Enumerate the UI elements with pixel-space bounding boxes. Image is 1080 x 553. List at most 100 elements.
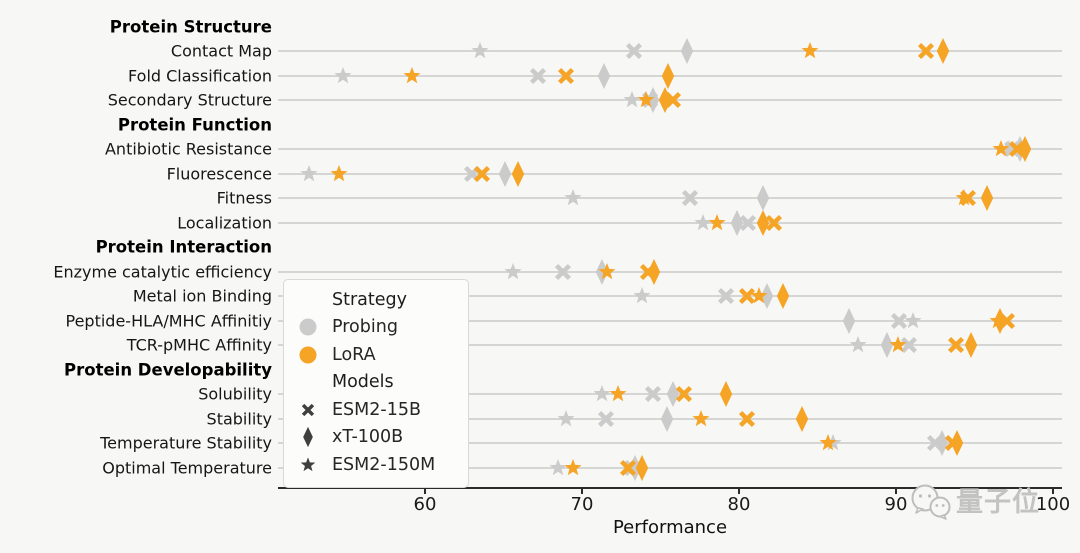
legend-item-xt-100b: xT-100B xyxy=(284,424,468,452)
x-tick-mark xyxy=(424,489,426,494)
xt-100b-probing-point-fold-classification xyxy=(597,62,611,89)
esm2-150m-lora-point-antibiotic-resistance xyxy=(992,140,1010,157)
esm2-150m-lora-point-optimal-temperature xyxy=(564,458,582,475)
star-marker-icon xyxy=(284,454,332,476)
esm2-15b-lora-point-fluorescence xyxy=(473,165,490,182)
x-axis-spine xyxy=(278,487,1062,489)
esm2-15b-probing-point-metal-ion-binding xyxy=(718,287,735,305)
category-label-secondary-structure: Secondary Structure xyxy=(107,90,272,110)
xt-100b-lora-point-enzyme-catalytic-efficiency xyxy=(648,258,661,285)
row-gridline xyxy=(278,466,1062,469)
esm2-150m-probing-point-contact-map xyxy=(471,42,489,59)
category-label-enzyme-catalytic-efficiency: Enzyme catalytic efficiency xyxy=(53,262,272,281)
category-label-fluorescence: Fluorescence xyxy=(166,164,272,183)
xt-100b-lora-point-tcr-pmhc-affinity xyxy=(965,332,978,358)
row-gridline xyxy=(278,442,1062,444)
esm2-15b-probing-point-solubility xyxy=(644,385,661,403)
x-axis-title: Performance xyxy=(612,517,728,538)
xt-100b-lora-point-fluorescence xyxy=(511,160,524,187)
xt-100b-probing-point-metal-ion-binding xyxy=(761,283,774,309)
group-header-protein-structure: Protein Structure xyxy=(109,17,272,36)
group-header-protein-function: Protein Function xyxy=(117,115,272,134)
xt-100b-lora-point-secondary-structure xyxy=(659,87,672,113)
esm2-150m-probing-point-peptide-hla-mhc-affinitiy xyxy=(904,311,922,328)
esm2-15b-probing-point-stability xyxy=(597,410,614,427)
legend-probing-label: Probing xyxy=(332,317,398,338)
legend-item-esm2-150m: ESM2-150M xyxy=(284,451,468,479)
esm2-15b-probing-point-fitness xyxy=(682,189,699,207)
xt-100b-lora-point-stability xyxy=(795,405,808,432)
wechat-icon xyxy=(911,484,951,520)
category-label-fold-classification: Fold Classification xyxy=(128,66,272,85)
esm2-150m-probing-point-antibiotic-resistance xyxy=(1000,140,1018,157)
esm2-150m-probing-point-fluorescence xyxy=(300,164,318,181)
chart-legend: Strategy Probing LoRA Models ESM2-15B xyxy=(283,279,469,488)
esm2-150m-probing-point-optimal-temperature xyxy=(549,458,567,475)
probing-color-swatch-icon xyxy=(284,316,332,338)
xt-100b-lora-point-solubility xyxy=(720,381,733,407)
diamond-marker-icon xyxy=(284,424,332,450)
esm2-150m-lora-point-peptide-hla-mhc-affinitiy xyxy=(989,311,1007,328)
xt-100b-probing-point-contact-map xyxy=(680,38,694,64)
x-tick-label-80: 80 xyxy=(727,494,751,515)
category-label-optimal-temperature: Optimal Temperature xyxy=(102,458,272,477)
legend-item-lora: LoRA xyxy=(284,341,468,369)
row-gridline xyxy=(278,270,1062,273)
esm2-15b-lora-point-metal-ion-binding xyxy=(738,287,755,305)
xt-100b-lora-point-fold-classification xyxy=(662,62,675,89)
esm2-15b-probing-point-contact-map xyxy=(625,42,642,60)
legend-strategy-title: Strategy xyxy=(332,289,407,310)
group-header-protein-interaction: Protein Interaction xyxy=(95,237,272,257)
x-tick-mark xyxy=(738,489,740,494)
row-gridline xyxy=(278,172,1062,175)
legend-esm2-150m-label: ESM2-150M xyxy=(332,454,436,475)
esm2-15b-probing-point-fold-classification xyxy=(530,67,547,84)
xt-100b-probing-point-tcr-pmhc-affinity xyxy=(880,332,893,358)
watermark-text: 量子位 xyxy=(956,486,1040,518)
legend-lora-label: LoRA xyxy=(332,344,376,365)
xt-100b-lora-point-optimal-temperature xyxy=(635,454,648,481)
esm2-15b-lora-point-fold-classification xyxy=(558,67,575,84)
category-label-stability: Stability xyxy=(206,409,272,428)
esm2-150m-lora-point-localization xyxy=(708,213,726,230)
row-gridline xyxy=(278,295,1062,297)
xt-100b-lora-point-localization xyxy=(756,209,769,236)
xt-100b-lora-point-temperature-stability xyxy=(951,430,964,456)
xt-100b-lora-point-fitness xyxy=(980,185,994,211)
xt-100b-probing-point-secondary-structure xyxy=(646,87,659,113)
esm2-150m-lora-point-stability xyxy=(692,409,710,426)
esm2-15b-lora-point-stability xyxy=(738,410,755,427)
legend-esm2-15b-label: ESM2-15B xyxy=(332,399,421,420)
esm2-150m-probing-point-enzyme-catalytic-efficiency xyxy=(504,262,522,279)
legend-strategy-header-row: Strategy xyxy=(284,286,468,314)
esm2-150m-probing-point-solubility xyxy=(593,385,611,402)
legend-models-header-row: Models xyxy=(284,369,468,397)
category-label-temperature-stability: Temperature Stability xyxy=(100,433,272,453)
esm2-15b-probing-point-peptide-hla-mhc-affinitiy xyxy=(891,312,908,329)
category-label-fitness: Fitness xyxy=(216,188,272,208)
esm2-150m-probing-point-tcr-pmhc-affinity xyxy=(849,336,867,353)
group-header-protein-developability: Protein Developability xyxy=(64,360,272,379)
xt-100b-probing-point-optimal-temperature xyxy=(629,454,642,481)
x-tick-label-90: 90 xyxy=(884,494,908,515)
esm2-150m-probing-point-fitness xyxy=(564,189,582,206)
x-tick-label-60: 60 xyxy=(413,494,437,515)
esm2-150m-lora-point-contact-map xyxy=(801,42,819,59)
category-label-solubility: Solubility xyxy=(198,384,272,404)
legend-item-esm2-15b: ESM2-15B xyxy=(284,396,468,424)
x-tick-mark xyxy=(895,489,897,494)
esm2-150m-lora-point-fold-classification xyxy=(403,66,421,83)
category-label-localization: Localization xyxy=(177,213,272,232)
row-gridline xyxy=(278,148,1062,150)
esm2-150m-probing-point-localization xyxy=(694,213,712,230)
esm2-150m-probing-point-stability xyxy=(557,409,575,426)
esm2-15b-lora-point-solubility xyxy=(676,385,693,403)
category-label-metal-ion-binding: Metal ion Binding xyxy=(132,286,272,306)
x-tick-label-100: 100 xyxy=(1035,494,1071,515)
xt-100b-probing-point-stability xyxy=(660,405,673,432)
xt-100b-lora-point-metal-ion-binding xyxy=(776,283,790,309)
legend-xt-100b-label: xT-100B xyxy=(332,427,404,448)
xt-100b-probing-point-fitness xyxy=(756,185,769,211)
qbitai-watermark: 量子位 xyxy=(908,483,1040,521)
